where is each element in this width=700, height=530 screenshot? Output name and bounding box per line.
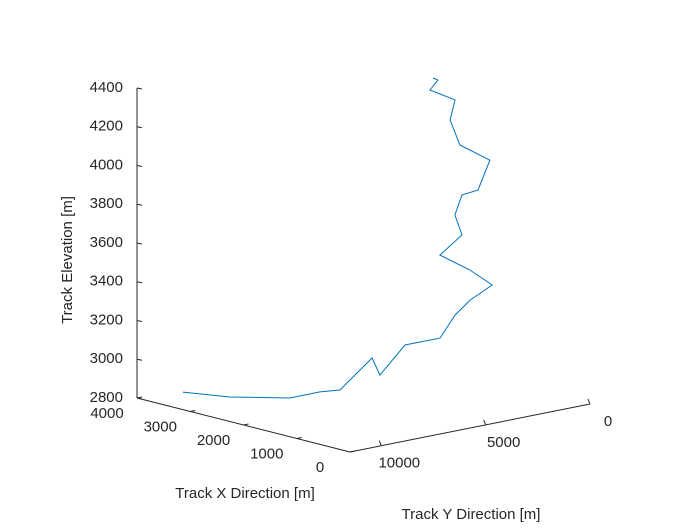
z-axis-label: Track Elevation [m] [59,196,76,324]
z-tick [136,358,143,361]
z-tick-label: 4000 [90,156,123,173]
z-tick [136,165,143,167]
x-tick-label: 2000 [197,432,230,449]
z-tick [136,397,143,400]
x-tick [296,437,302,439]
y-tick-label: 10000 [378,455,420,472]
y-tick [587,398,591,405]
z-tick-label: 4400 [90,79,123,96]
z-tick-label: 3000 [90,350,123,367]
x-tick-label: 4000 [90,405,123,422]
y-tick [483,419,487,426]
x-tick-label: 1000 [250,445,283,462]
z-tick-label: 2800 [90,389,123,406]
z-tick-label: 4200 [90,118,123,135]
z-tick-label: 3800 [90,195,123,212]
z-tick [136,281,143,284]
y-axis [349,403,591,453]
x-tick [243,423,249,426]
z-tick [136,87,143,90]
y-tick-label: 5000 [487,434,520,451]
x-tick-label: 3000 [144,418,177,435]
z-tick [136,126,143,129]
z-tick [136,203,143,206]
z-tick [136,320,143,322]
z-tick [136,242,143,245]
x-tick [190,410,196,412]
x-tick [349,450,356,453]
y-tick-label: 0 [604,413,612,430]
z-tick-label: 3600 [90,234,123,251]
x-axis-label: Track X Direction [m] [175,485,314,502]
z-tick-label: 3200 [90,311,123,328]
x-tick-label: 0 [316,459,324,476]
y-axis-label: Track Y Direction [m] [402,506,541,523]
y-tick [378,440,382,446]
track-line [182,77,494,399]
z-tick-label: 3400 [90,273,123,290]
